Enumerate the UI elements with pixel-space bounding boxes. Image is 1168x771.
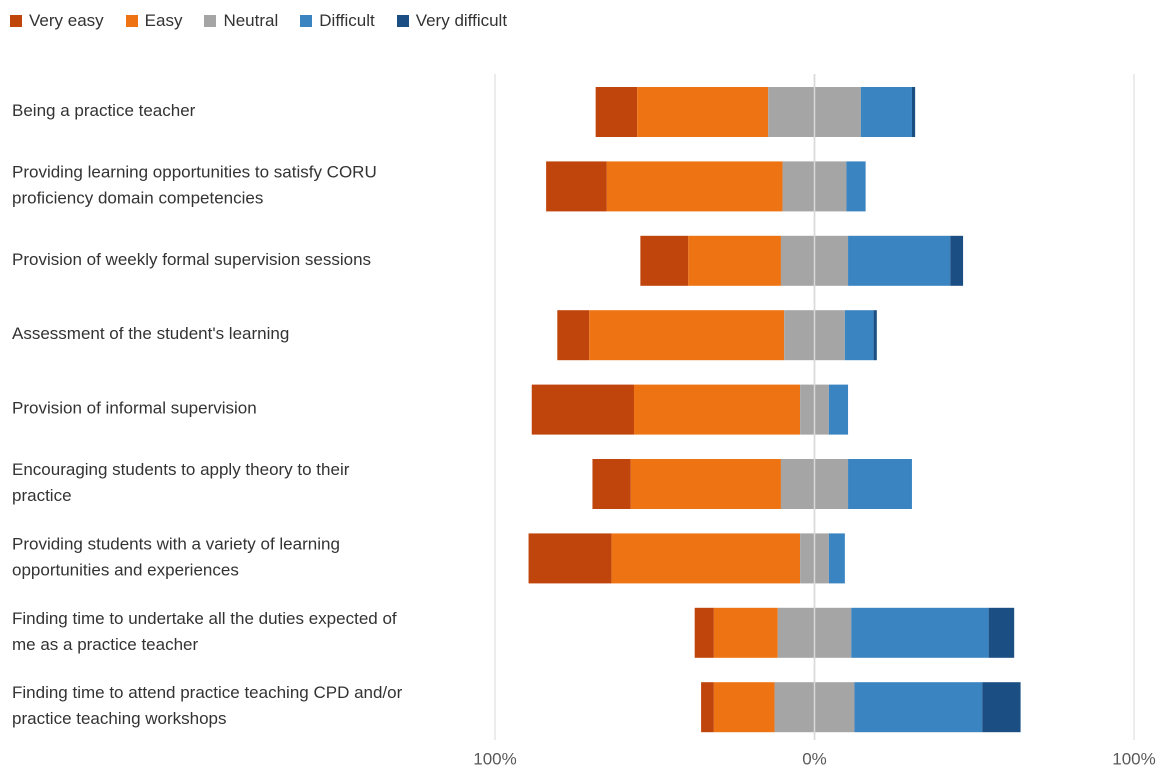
legend-swatch — [10, 15, 22, 27]
category-label-line: Providing students with a variety of lea… — [12, 535, 340, 554]
bar-difficult — [828, 533, 845, 584]
bar-very-easy — [640, 235, 689, 286]
bar-very-easy — [557, 310, 590, 361]
bar-very-easy — [595, 87, 638, 137]
category-label-line: practice — [12, 486, 72, 505]
category-label-line: Encouraging students to apply theory to … — [12, 460, 350, 479]
category-label: Encouraging students to apply theory to … — [12, 460, 350, 505]
category-label-line: proficiency domain competencies — [12, 189, 263, 208]
bar-very-difficult — [873, 310, 877, 361]
bar-difficult — [854, 682, 983, 733]
bar-very-difficult — [911, 87, 916, 137]
legend-swatch — [204, 15, 217, 27]
bars — [528, 87, 1021, 733]
legend-item-very-difficult: Very difficult — [396, 11, 508, 31]
bar-difficult — [848, 459, 912, 509]
bar-very-easy — [528, 533, 612, 584]
category-label: Providing learning opportunities to sati… — [12, 163, 377, 208]
legend-label: Easy — [144, 11, 183, 30]
legend-swatch — [125, 15, 138, 27]
bar-difficult — [848, 235, 951, 286]
legend-label: Difficult — [319, 11, 375, 30]
legend-swatch — [396, 15, 409, 27]
bar-very-difficult — [988, 607, 1015, 658]
bar-easy — [713, 607, 778, 658]
bar-very-easy — [592, 459, 631, 509]
bar-difficult — [844, 310, 874, 361]
category-label: Providing students with a variety of lea… — [12, 535, 340, 580]
legend-item-difficult: Difficult — [300, 11, 375, 31]
category-label: Being a practice teacher — [12, 101, 196, 120]
bar-difficult — [851, 607, 989, 658]
x-tick-label: 0% — [802, 749, 827, 768]
legend-label: Very difficult — [415, 11, 508, 30]
category-label: Provision of informal supervision — [12, 399, 257, 418]
bar-difficult — [846, 161, 866, 212]
bar-very-easy — [531, 384, 634, 435]
legend-item-neutral: Neutral — [204, 11, 278, 31]
category-label: Finding time to attend practice teaching… — [12, 684, 403, 729]
category-label-line: Being a practice teacher — [12, 101, 196, 120]
legend: Very easy Easy Neutral Difficult Very diffic… — [10, 8, 529, 34]
bar-easy — [606, 161, 783, 212]
category-label: Provision of weekly formal supervision s… — [12, 250, 371, 269]
x-tick-label: 100% — [473, 749, 516, 768]
legend-item-easy: Easy — [125, 11, 183, 31]
category-label-line: me as a practice teacher — [12, 635, 198, 654]
legend-label: Very easy — [29, 11, 104, 30]
bar-very-difficult — [950, 235, 964, 286]
legend-label: Neutral — [223, 11, 279, 30]
bar-very-easy — [546, 161, 607, 212]
legend-swatch — [300, 15, 313, 27]
category-label: Finding time to undertake all the duties… — [12, 609, 397, 654]
x-tick-label: 100% — [1112, 749, 1155, 768]
bar-very-easy — [701, 682, 714, 733]
bar-very-difficult — [982, 682, 1021, 733]
bar-easy — [637, 87, 769, 137]
bar-difficult — [828, 384, 849, 435]
category-label-line: Assessment of the student's learning — [12, 325, 289, 344]
category-label-line: practice teaching workshops — [12, 710, 227, 729]
bar-difficult — [860, 87, 912, 137]
category-label-line: Finding time to undertake all the duties… — [12, 609, 397, 628]
legend-item-very-easy: Very easy — [10, 11, 104, 31]
bar-easy — [589, 310, 785, 361]
bar-easy — [713, 682, 775, 733]
category-label-line: Providing learning opportunities to sati… — [12, 163, 377, 182]
bar-easy — [633, 384, 801, 435]
bar-easy — [630, 459, 781, 509]
bar-easy — [688, 235, 781, 286]
category-label-line: Finding time to attend practice teaching… — [12, 684, 403, 703]
category-label-line: opportunities and experiences — [12, 561, 239, 580]
category-label: Assessment of the student's learning — [12, 325, 289, 344]
category-label-line: Provision of weekly formal supervision s… — [12, 250, 371, 269]
bar-easy — [611, 533, 801, 584]
bar-very-easy — [694, 607, 714, 658]
category-label-line: Provision of informal supervision — [12, 399, 257, 418]
